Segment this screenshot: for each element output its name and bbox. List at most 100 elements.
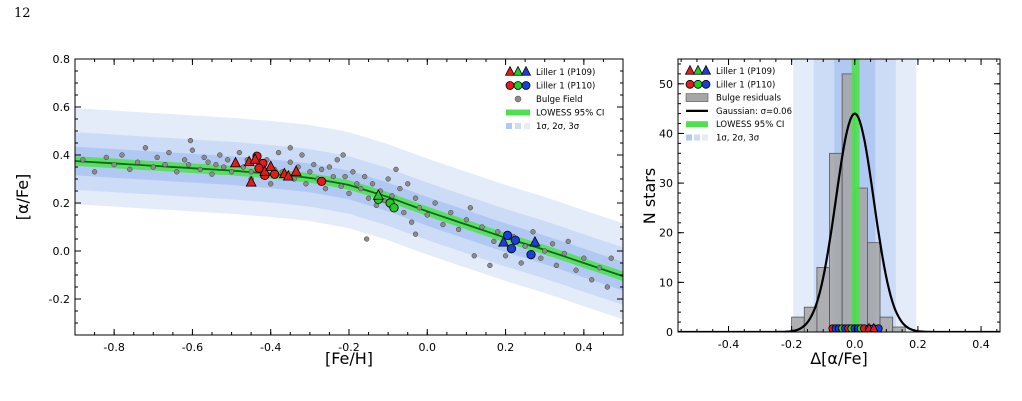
bulge-field-point xyxy=(162,161,168,168)
bulge-field-point xyxy=(432,200,438,206)
legend-band1-swatch xyxy=(506,123,512,129)
bulge-field-point xyxy=(334,157,340,163)
bulge-field-point xyxy=(119,152,125,158)
right-xtick-label: -0.2 xyxy=(781,338,802,351)
right-xtick-label: -0.4 xyxy=(718,338,739,351)
left-legend-label: Liller 1 (P109) xyxy=(536,68,595,78)
left-xtick-label: -0.6 xyxy=(182,341,203,354)
right-legend: Liller 1 (P109) Liller 1 (P110) Bulge resi… xyxy=(684,64,792,144)
page-number: 12 xyxy=(14,6,31,21)
bulge-field-point xyxy=(150,164,156,170)
legend-p110-circle-green xyxy=(513,81,523,90)
bulge-field-point xyxy=(185,161,192,168)
right-legend-label: LOWESS 95% CI xyxy=(716,120,784,130)
bulge-field-point xyxy=(217,152,223,158)
liller-p109-point xyxy=(245,175,257,187)
right-ci-band xyxy=(851,59,860,332)
bulge-field-point xyxy=(330,173,336,180)
legend-field-marker xyxy=(514,95,522,103)
bulge-field-point xyxy=(553,262,560,269)
bulge-field-point xyxy=(201,154,207,161)
liller-p109-point xyxy=(265,160,277,171)
legend-p109-triangle-red xyxy=(504,65,516,76)
liller-p110-point xyxy=(389,203,399,213)
left-xtick-label: 0.0 xyxy=(419,341,437,354)
right-legend-label: Liller 1 (P109) xyxy=(716,67,775,77)
legend-ci-swatch xyxy=(506,109,530,116)
bulge-field-point xyxy=(491,238,497,245)
bulge-field-point xyxy=(80,157,86,163)
bulge-field-point xyxy=(589,277,595,283)
bulge-field-point xyxy=(369,181,376,187)
left-ylabel: [α/Fe] xyxy=(13,174,32,221)
liller-p110-point xyxy=(254,163,264,173)
bulge-field-point xyxy=(221,164,227,170)
right-xtick-label: 0.0 xyxy=(846,338,864,351)
right-xtick-label: 0.4 xyxy=(972,338,990,351)
histogram-bar xyxy=(829,152,843,332)
bulge-field-point xyxy=(455,226,462,233)
bulge-field-point xyxy=(362,173,368,180)
left-ytick-label: 0.6 xyxy=(53,101,71,114)
left-xlabel: [Fe/H] xyxy=(325,349,373,368)
bulge-field-point xyxy=(463,217,470,223)
bulge-field-point xyxy=(174,169,180,175)
legend-p109-triangle-green xyxy=(692,64,704,75)
right-xlabel: Δ[α/Fe] xyxy=(810,349,868,368)
legend-p109-triangle-red xyxy=(684,64,696,75)
bulge-field-point xyxy=(307,169,313,175)
left-ytick-label: 0.0 xyxy=(53,245,71,258)
bulge-field-point xyxy=(236,149,243,156)
left-ytick-label: 0.2 xyxy=(53,197,71,210)
right-legend-label: Bulge residuals xyxy=(716,94,782,104)
bulge-field-point xyxy=(103,154,109,161)
bulge-field-point xyxy=(561,250,567,257)
legend-hist-swatch xyxy=(685,93,709,102)
histogram-bar xyxy=(892,326,906,332)
right-ytick-label: 30 xyxy=(659,177,673,190)
liller-p109-point xyxy=(229,156,242,168)
bulge-field-point xyxy=(354,181,360,187)
legend-p110-circle-blue xyxy=(521,81,531,90)
liller-p110-point xyxy=(526,250,536,260)
left-xtick-label: -0.8 xyxy=(103,341,124,354)
bulge-field-point xyxy=(538,255,544,261)
bulge-field-point xyxy=(565,238,571,245)
bulge-field-point xyxy=(393,166,399,173)
bulge-field-point xyxy=(412,195,419,201)
bulge-field-point xyxy=(596,265,603,271)
bulge-field-point xyxy=(91,169,98,175)
left-legend: Liller 1 (P109) Liller 1 (P110) Bulge Fiel… xyxy=(504,65,604,132)
bulge-field-point xyxy=(228,169,235,175)
right-legend-label: 1σ, 2σ, 3σ xyxy=(716,134,760,144)
bulge-field-point xyxy=(518,260,524,266)
bulge-field-point xyxy=(487,262,493,269)
left-xtick-label: 0.4 xyxy=(575,341,593,354)
bulge-field-point xyxy=(338,183,344,189)
bulge-field-point xyxy=(287,159,293,165)
legend-band3-swatch xyxy=(702,134,708,141)
right-gaussian xyxy=(678,112,1000,332)
gaussian-curve xyxy=(678,112,1000,332)
liller-p110-point xyxy=(502,230,513,240)
bulge-field-point xyxy=(142,145,149,151)
legend-p110-circle-red xyxy=(685,79,695,89)
bulge-field-point xyxy=(424,212,430,218)
bulge-field-point xyxy=(358,185,364,192)
bulge-field-point xyxy=(581,255,587,261)
left-xtick-label: -0.2 xyxy=(338,341,359,354)
bulge-field-point xyxy=(408,219,415,225)
bulge-field-point xyxy=(187,137,194,144)
liller-p110-point xyxy=(316,176,327,186)
right-liller-points xyxy=(828,322,883,332)
bulge-field-point xyxy=(350,169,356,175)
bulge-field-point xyxy=(608,255,614,261)
bulge-field-point xyxy=(440,221,446,228)
legend-p110-circle-blue xyxy=(701,79,711,89)
right-ytick-label: 0 xyxy=(666,326,673,339)
bulge-field-point xyxy=(397,185,403,192)
liller-p109-point xyxy=(249,153,261,164)
bulge-field-point xyxy=(326,164,333,170)
left-axis-ticks: -0.8 -0.6 -0.4 -0.2 0.0 0.2 0.4 -0.2 0.0 0.2 0.4 0.… xyxy=(49,53,624,354)
left-legend-label: LOWESS 95% CI xyxy=(536,109,604,119)
